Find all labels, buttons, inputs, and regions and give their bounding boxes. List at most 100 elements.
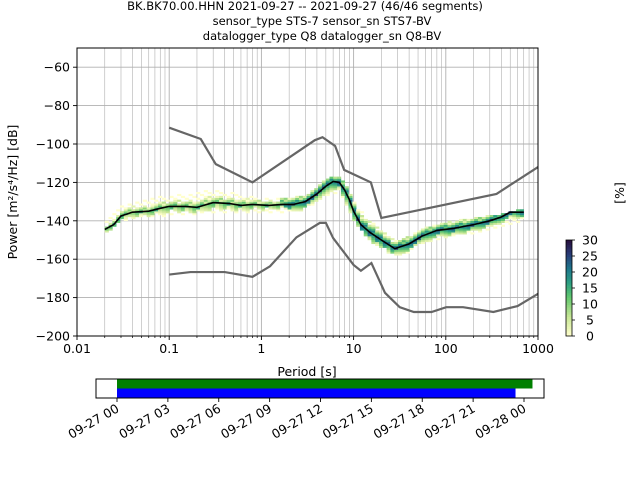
density-cell <box>497 215 502 218</box>
density-cell <box>359 222 365 225</box>
density-cell <box>466 220 471 223</box>
title-line-1: BK.BK70.00.HHN 2021-09-27 -- 2021-09-27 … <box>127 0 483 13</box>
density-cell <box>135 215 140 218</box>
density-cell <box>367 234 372 237</box>
density-cell <box>504 220 509 223</box>
colorbar-swatch <box>566 300 572 303</box>
density-cell <box>203 209 208 212</box>
density-cell <box>291 201 296 204</box>
density-cell <box>241 201 246 204</box>
density-cell <box>428 234 433 237</box>
density-cell <box>207 205 212 208</box>
colorbar-swatch <box>566 240 572 243</box>
density-cell <box>394 245 399 248</box>
timeline-tick-label: 09-28 00 <box>472 401 528 442</box>
density-cell <box>230 207 235 210</box>
density-cell <box>249 205 254 208</box>
density-cell <box>291 199 296 202</box>
density-cell <box>333 176 338 179</box>
density-cell <box>363 232 368 235</box>
density-cell <box>333 182 338 185</box>
density-cell <box>409 240 414 243</box>
timeline-tick-label: 09-27 06 <box>167 401 223 442</box>
density-cell <box>340 188 346 191</box>
density-cell <box>485 228 490 231</box>
colorbar-swatch <box>566 319 572 322</box>
density-cell <box>470 220 475 223</box>
density-cell <box>150 215 155 218</box>
colorbar-swatch <box>566 268 572 272</box>
density-cell <box>215 197 220 200</box>
density-cell <box>253 197 258 200</box>
density-cell <box>249 207 254 210</box>
density-cell <box>116 209 121 212</box>
density-cell <box>234 205 239 208</box>
density-cell <box>238 201 243 204</box>
density-cell <box>478 228 483 231</box>
density-cell <box>378 236 384 239</box>
density-cell <box>352 209 357 212</box>
density-cell <box>436 224 441 227</box>
density-cell <box>207 201 212 204</box>
density-cell <box>112 220 117 223</box>
density-cell <box>161 213 166 216</box>
colorbar-tick-label: 30 <box>582 233 598 248</box>
density-cell <box>207 209 212 212</box>
density-cell <box>367 228 372 231</box>
colorbar-swatch <box>566 256 572 260</box>
density-cell <box>230 192 235 195</box>
density-cell <box>158 209 163 212</box>
density-cell <box>123 216 128 220</box>
density-cell <box>199 201 205 204</box>
density-cell <box>177 203 182 206</box>
density-cell <box>287 207 292 210</box>
density-cell <box>470 232 475 235</box>
density-cell <box>333 192 338 195</box>
density-cell <box>352 215 357 218</box>
density-cell <box>329 186 334 189</box>
density-cell <box>500 213 505 216</box>
density-cell <box>481 222 486 225</box>
density-cell <box>272 207 277 210</box>
density-cell <box>158 211 163 214</box>
density-cell <box>234 199 239 202</box>
nlnm-curve <box>169 221 539 314</box>
density-cell <box>199 193 205 197</box>
density-cell <box>516 215 521 218</box>
density-cell <box>314 192 319 195</box>
density-cell <box>519 213 525 216</box>
density-cell <box>481 218 486 221</box>
density-cell <box>257 207 262 210</box>
density-cell <box>127 215 132 218</box>
y-tick-label: −160 <box>36 252 70 267</box>
density-cell <box>142 205 147 208</box>
density-cell <box>222 199 227 202</box>
density-cell <box>447 222 452 225</box>
density-cell <box>177 211 182 214</box>
density-cell <box>127 207 132 210</box>
density-cell <box>295 201 300 204</box>
density-cell <box>428 230 433 233</box>
density-cell <box>382 236 387 239</box>
density-cell <box>493 220 498 223</box>
density-cell <box>245 207 250 210</box>
density-cell <box>310 203 315 206</box>
colorbar-swatch <box>566 307 572 310</box>
density-cell <box>337 184 342 187</box>
density-cell <box>519 215 525 218</box>
density-cell <box>500 224 505 227</box>
colorbar-swatch <box>566 328 572 332</box>
density-cell <box>299 203 304 206</box>
density-cell <box>131 213 136 216</box>
y-tick-label: −100 <box>36 137 70 152</box>
density-cell <box>325 186 330 189</box>
density-cell <box>226 205 231 208</box>
title-line-2: sensor_type STS-7 sensor_sn STS7-BV <box>213 14 432 28</box>
density-cell <box>356 215 361 218</box>
density-cell <box>196 192 201 195</box>
density-cell <box>390 243 395 246</box>
density-cell <box>249 199 254 202</box>
density-cell <box>241 207 246 210</box>
density-cell <box>108 216 113 220</box>
density-cell <box>154 205 159 208</box>
